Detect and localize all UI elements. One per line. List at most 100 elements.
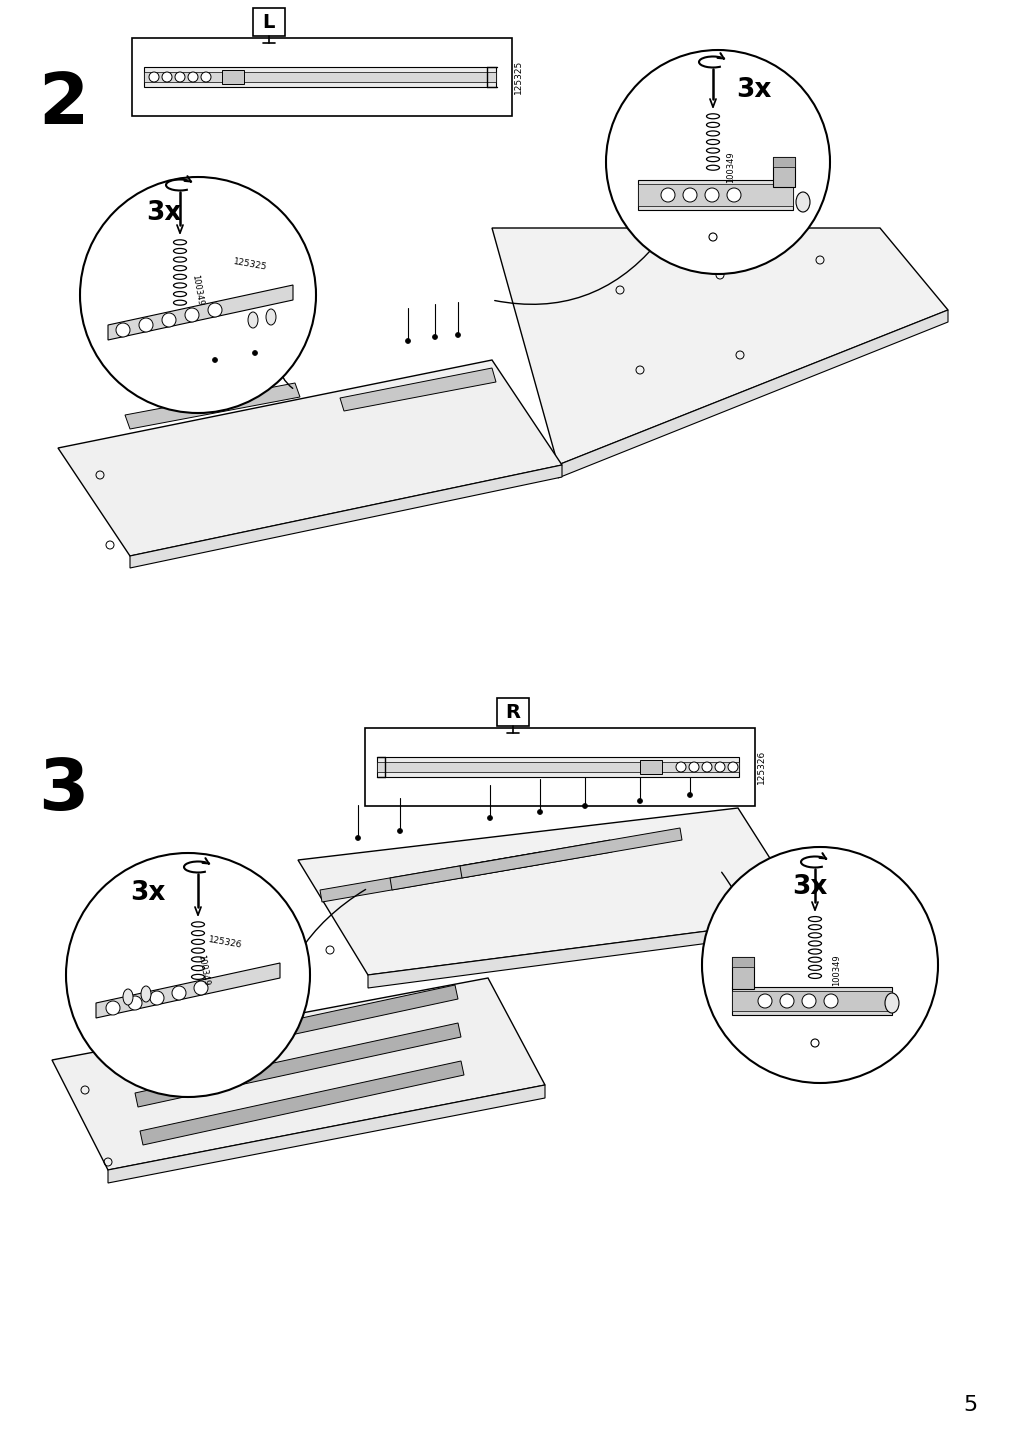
Circle shape <box>702 846 937 1083</box>
Circle shape <box>116 324 129 337</box>
Circle shape <box>823 994 837 1008</box>
Circle shape <box>455 332 460 338</box>
Circle shape <box>66 853 309 1097</box>
Circle shape <box>801 994 815 1008</box>
Circle shape <box>194 981 208 995</box>
Polygon shape <box>557 309 947 478</box>
Polygon shape <box>129 985 458 1070</box>
Bar <box>253 9 284 36</box>
Polygon shape <box>340 368 495 411</box>
Ellipse shape <box>141 987 151 1002</box>
Circle shape <box>188 72 198 82</box>
Circle shape <box>162 314 176 326</box>
Circle shape <box>715 762 724 772</box>
Text: 5: 5 <box>962 1395 977 1415</box>
Circle shape <box>705 188 718 202</box>
Circle shape <box>709 233 716 241</box>
Polygon shape <box>108 1085 545 1183</box>
Text: 125325: 125325 <box>514 60 523 95</box>
Text: 125325: 125325 <box>233 258 268 272</box>
Circle shape <box>172 987 186 1000</box>
Circle shape <box>675 762 685 772</box>
Circle shape <box>150 991 164 1005</box>
Polygon shape <box>58 359 561 556</box>
Circle shape <box>397 829 402 833</box>
Bar <box>639 760 661 775</box>
Bar <box>144 72 495 82</box>
Bar <box>131 39 512 116</box>
Polygon shape <box>368 918 807 988</box>
Bar <box>731 991 891 1011</box>
Bar <box>496 697 529 726</box>
Text: 100349: 100349 <box>831 954 840 985</box>
Circle shape <box>149 72 159 82</box>
Bar <box>637 183 793 206</box>
Circle shape <box>139 318 153 332</box>
Polygon shape <box>297 808 807 975</box>
Polygon shape <box>52 978 545 1170</box>
Circle shape <box>487 815 492 821</box>
Circle shape <box>355 835 360 841</box>
Ellipse shape <box>266 309 276 325</box>
Polygon shape <box>140 1061 463 1146</box>
Circle shape <box>757 994 771 1008</box>
Polygon shape <box>319 852 542 902</box>
Circle shape <box>537 809 542 815</box>
Circle shape <box>253 351 257 355</box>
Circle shape <box>106 1001 120 1015</box>
Circle shape <box>779 994 794 1008</box>
Circle shape <box>686 792 692 798</box>
Polygon shape <box>129 465 561 569</box>
Text: 125326: 125326 <box>208 935 243 951</box>
Text: L: L <box>262 13 275 32</box>
Polygon shape <box>96 962 280 1018</box>
Text: 3x: 3x <box>129 881 165 906</box>
Text: 2: 2 <box>38 70 88 139</box>
Polygon shape <box>460 828 681 878</box>
Text: 3x: 3x <box>146 200 181 226</box>
Circle shape <box>185 308 199 322</box>
Circle shape <box>682 188 697 202</box>
Bar <box>144 67 495 87</box>
Ellipse shape <box>123 990 132 1005</box>
Ellipse shape <box>248 312 258 328</box>
Circle shape <box>80 178 315 412</box>
Circle shape <box>702 762 712 772</box>
Circle shape <box>127 997 142 1010</box>
Circle shape <box>637 799 642 803</box>
Polygon shape <box>125 382 299 430</box>
Circle shape <box>660 188 674 202</box>
Circle shape <box>405 338 410 344</box>
Circle shape <box>208 304 221 316</box>
Bar <box>731 957 753 990</box>
Circle shape <box>175 72 185 82</box>
Circle shape <box>212 358 217 362</box>
Bar <box>772 158 795 168</box>
Bar <box>377 762 738 772</box>
Bar <box>365 727 754 806</box>
Circle shape <box>688 762 699 772</box>
Bar <box>637 180 793 211</box>
Text: 100349: 100349 <box>725 152 734 183</box>
Circle shape <box>606 50 829 274</box>
Circle shape <box>162 72 172 82</box>
Bar <box>377 758 738 778</box>
Circle shape <box>810 1040 818 1047</box>
Text: 3: 3 <box>38 756 88 825</box>
Polygon shape <box>389 841 612 891</box>
Ellipse shape <box>796 192 809 212</box>
Circle shape <box>582 803 587 809</box>
Text: 3x: 3x <box>792 874 827 899</box>
Ellipse shape <box>885 992 898 1012</box>
Text: R: R <box>506 703 521 722</box>
Bar <box>731 957 753 967</box>
Circle shape <box>201 72 210 82</box>
Text: 125326: 125326 <box>756 750 765 785</box>
Bar <box>772 158 795 188</box>
Text: 3x: 3x <box>735 77 770 103</box>
Polygon shape <box>491 228 947 465</box>
Bar <box>731 987 891 1015</box>
Circle shape <box>726 188 740 202</box>
Polygon shape <box>134 1022 461 1107</box>
Bar <box>221 70 244 84</box>
